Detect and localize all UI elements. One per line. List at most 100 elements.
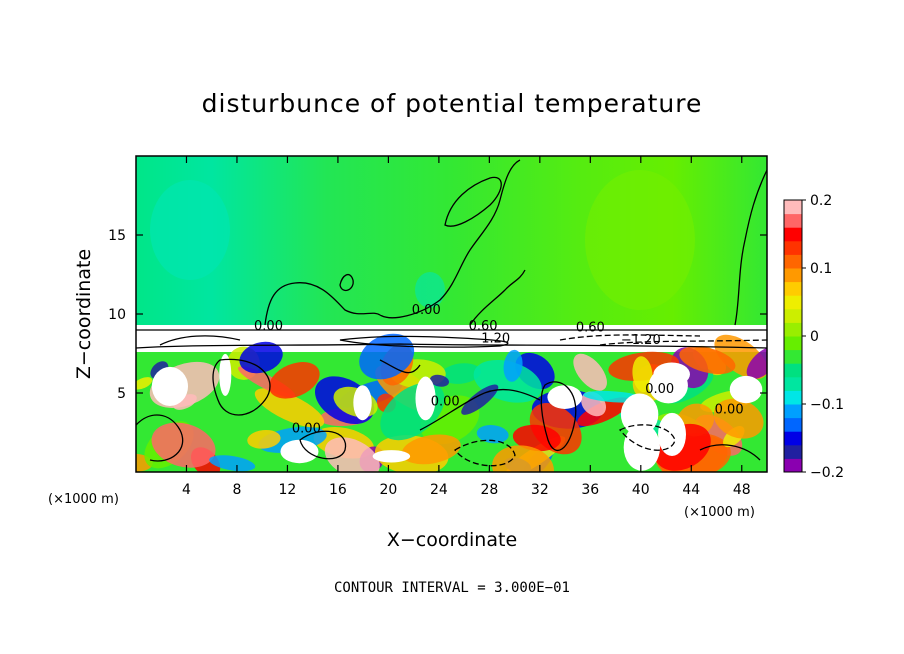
colorbar-swatch [784,417,802,432]
field-blob [166,385,185,399]
upper-cool-patch [415,272,445,308]
contour-line [444,176,502,227]
field-blob [503,349,523,382]
contour-lines [136,159,767,467]
field-blob [713,398,764,439]
field-blob [492,445,554,472]
x-tick-label: 16 [329,482,347,498]
colorbar-swatch [784,281,802,296]
colorbar-swatch [784,363,802,378]
field-blob [440,363,481,384]
contour-label: 0.60 [576,320,605,335]
colorbar-swatch [784,227,802,242]
contour-line [559,334,701,341]
contour-line [699,444,761,461]
colorbar-swatch [784,308,802,323]
colorbar-swatch [784,322,802,337]
contour-line [454,439,516,467]
y-tick-label: 5 [117,386,126,402]
colorbar-swatch [784,295,802,310]
contour-line [299,430,347,460]
contour-label: 0.00 [292,422,321,437]
field-blob [415,376,436,421]
x-tick-label: 44 [682,482,700,498]
x-tick-label: 40 [632,482,650,498]
field-blob [547,385,583,409]
field-blob [512,424,561,452]
colorbar-tick-label: 0.1 [810,261,832,277]
colorbar-swatch [784,336,802,351]
colorbar-swatch [784,268,802,283]
colorbar: 0.2 0.1 0 −0.1 −0.2 [783,193,844,481]
contour-label: −1.20 [621,333,661,348]
contour-line [618,424,676,451]
colorbar-swatch [784,254,802,269]
field-blob [429,374,449,387]
colorbar-tick-label: −0.1 [810,397,844,413]
contour-label: 0.00 [431,395,460,410]
field-blob [729,375,763,404]
colorbar-swatch [784,213,802,228]
contour-line [136,414,184,462]
colorbar-swatch [784,390,802,405]
x-axis-unit: (×1000 m) [684,505,755,520]
field-blob [269,362,320,399]
field-blob [151,422,216,468]
field-blob [324,437,380,472]
contour-line [469,269,526,326]
contour-line [734,169,767,326]
colorbar-tick-label: 0 [810,329,819,345]
colorbar-swatch [784,376,802,391]
field-blob [353,385,372,421]
y-tick-label: 15 [108,228,126,244]
colorbar-swatch [784,458,802,473]
contour-label: 1.20 [481,331,510,346]
field-blob [372,450,411,463]
contour-line [419,388,541,431]
contour-line [212,358,271,416]
contour-line [136,343,767,349]
field-blob [209,455,256,472]
colorbar-swatch [784,404,802,419]
contour-line [264,159,521,326]
colorbar-swatch [784,444,802,459]
x-axis-label: X−coordinate [387,529,517,551]
contour-line [540,381,577,452]
colorbar-swatch [784,200,802,215]
contour-line [159,335,241,346]
field-blob [401,434,461,465]
x-tick-label: 8 [232,482,241,498]
x-tick-label: 20 [379,482,397,498]
colorbar-swatch [784,349,802,364]
field-blob [151,366,189,406]
field-blob [632,356,653,393]
field-blob [239,341,283,374]
contour-label: 0.00 [254,319,283,334]
colorbar-tick-label: −0.2 [810,465,844,481]
y-tick-label: 10 [108,307,126,323]
contour-line [339,335,509,348]
contour-line [339,273,354,292]
field-blob [648,367,688,404]
upper-warm-patch [585,170,695,310]
x-tick-label: 36 [581,482,599,498]
contour-label: 0.00 [412,303,441,318]
contour-line [379,359,421,374]
upper-cool-patch [150,180,230,280]
field-blob [620,393,659,436]
x-tick-label: 32 [531,482,549,498]
chart-title: disturbunce of potential temperature [202,89,703,118]
field-blob [573,353,607,391]
contour-interval-note: CONTOUR INTERVAL = 3.000E−01 [334,580,570,596]
field-blob [247,429,281,449]
field-blob [476,425,509,444]
plot-area: 0.000.00 0.601.200.60−1.200.000.000.000.0… [136,156,767,472]
contour-line [599,339,767,346]
x-tick-label: 24 [430,482,448,498]
y-axis-label: Z−coordinate [73,249,95,379]
colorbar-swatch [784,240,802,255]
colorbar-swatch [784,431,802,446]
contour-label: 0.60 [469,319,498,334]
x-tick-label: 28 [480,482,498,498]
x-tick-label: 4 [182,482,191,498]
